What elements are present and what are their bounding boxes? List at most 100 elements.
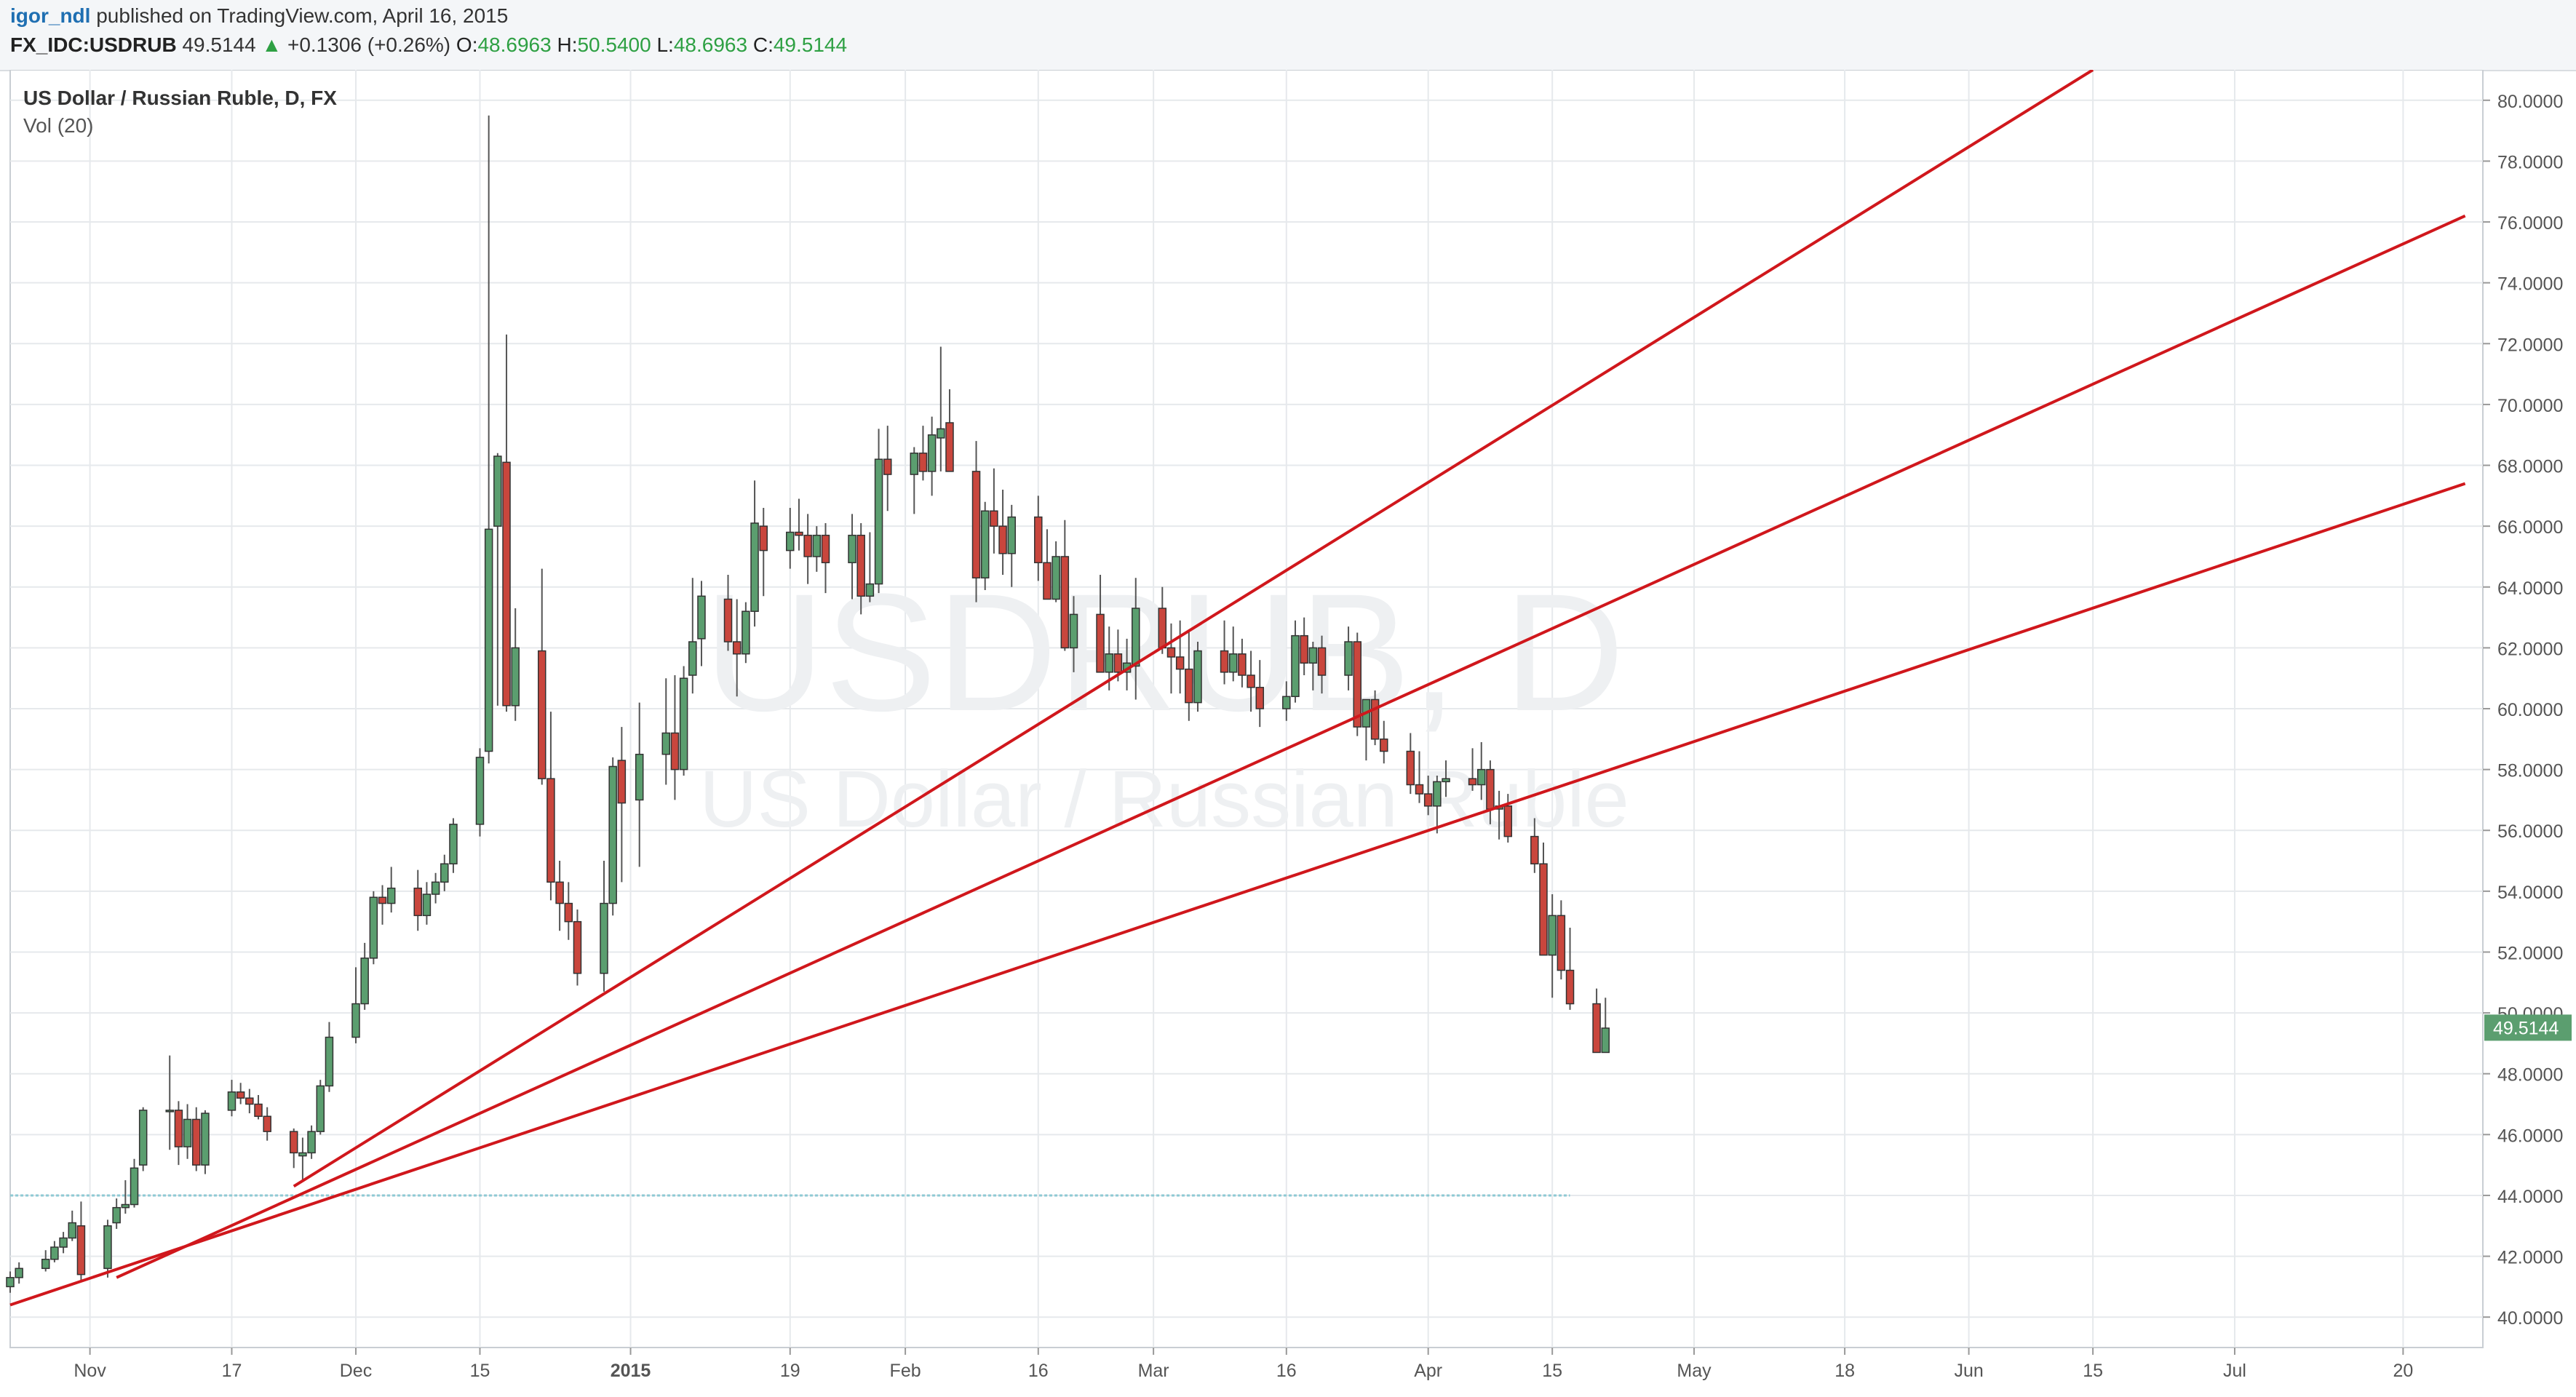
open-label: O: (456, 33, 478, 56)
candle (1007, 504, 1017, 587)
candle-body (1548, 915, 1557, 956)
candle (812, 526, 822, 572)
candle-body (635, 753, 644, 801)
candle (130, 1158, 139, 1208)
y-tick-label: 52.0000 (2497, 943, 2563, 963)
published-text: published on TradingView.com, April 16, … (96, 4, 509, 27)
y-tick-label: 80.0000 (2497, 92, 2563, 112)
y-tick-label: 60.0000 (2497, 700, 2563, 720)
candle-body (1415, 784, 1424, 795)
candle-body (1132, 608, 1140, 667)
last-price-label: 49.5144 (2484, 1014, 2572, 1041)
candle-body (1220, 650, 1229, 673)
candle (1406, 733, 1415, 795)
price-chart[interactable]: USDRUB, D US Dollar / Russian Ruble US D… (0, 70, 2576, 1397)
candle-body (112, 1206, 121, 1224)
candle (1370, 690, 1380, 746)
candle-body (564, 902, 573, 923)
candle-body (1317, 647, 1327, 676)
x-tick-label: 18 (1834, 1361, 1855, 1381)
candle-body (502, 461, 511, 707)
candle (422, 882, 432, 925)
y-tick-label: 48.0000 (2497, 1065, 2563, 1086)
candle (263, 1107, 271, 1141)
candle-body (1069, 613, 1078, 649)
candle (68, 1210, 77, 1241)
candle-body (50, 1246, 59, 1260)
candle-body (555, 881, 564, 904)
candle (546, 712, 555, 901)
candle-body (1282, 696, 1291, 709)
candle-body (1468, 778, 1477, 786)
candle (50, 1241, 59, 1262)
candle (555, 861, 564, 931)
candle-body (201, 1113, 210, 1166)
candle-body (1601, 1027, 1610, 1054)
x-tick-label: 16 (1028, 1361, 1049, 1381)
x-tick-label: 15 (2083, 1361, 2103, 1381)
candle-body (750, 522, 759, 612)
candle (1291, 620, 1300, 703)
candle-body (138, 1110, 148, 1166)
time-axis[interactable]: Nov 17 Dec 15 2015 19 Feb 16 Mar 16 Apr 15 May 18 Jun 1… (73, 1348, 2413, 1381)
candle-body (245, 1097, 254, 1105)
candle-body (511, 647, 520, 707)
last-price: 49.5144 (182, 33, 256, 56)
candle (1113, 629, 1123, 682)
candle-body (1557, 915, 1566, 971)
author-link[interactable]: igor_ndl (10, 4, 91, 27)
trendlines[interactable] (9, 70, 2466, 1307)
candle (723, 575, 733, 651)
up-arrow-icon: ▲ (261, 33, 282, 56)
candle (6, 1271, 15, 1293)
candle-body (1530, 835, 1539, 864)
candle-body (1238, 653, 1247, 676)
candle (865, 532, 875, 602)
candle-body (856, 534, 865, 597)
candle-body (15, 1267, 23, 1278)
candle-body (431, 881, 440, 895)
candle-body (289, 1131, 298, 1154)
candle (360, 942, 369, 1010)
candle-body (759, 525, 768, 552)
price-axis[interactable]: 40.000042.000044.000046.000048.000050.00… (2483, 92, 2563, 1329)
x-tick-label: Feb (890, 1361, 921, 1381)
candle (484, 115, 493, 764)
y-tick-label: 40.0000 (2497, 1308, 2563, 1329)
candle-body (927, 434, 937, 472)
candle (883, 426, 892, 512)
price-change: +0.1306 (+0.26%) (287, 33, 451, 56)
candle (138, 1107, 148, 1171)
candle (351, 967, 360, 1043)
candle-body (369, 896, 378, 959)
candle-body (573, 920, 582, 974)
candle-body (821, 534, 830, 564)
candle-body (493, 455, 502, 527)
candle (821, 522, 830, 594)
candle-body (742, 610, 750, 655)
candle (661, 678, 671, 785)
candle (121, 1180, 130, 1214)
candle (59, 1232, 68, 1254)
candle (945, 389, 954, 472)
candle-body (449, 824, 458, 864)
candle-body (1175, 656, 1185, 670)
candle (1317, 635, 1327, 694)
candle-body (386, 887, 396, 904)
candle-body (307, 1131, 316, 1154)
candle (41, 1250, 50, 1272)
candle (431, 872, 440, 904)
candle-body (1228, 653, 1238, 673)
candle (1308, 642, 1318, 690)
y-tick-label: 74.0000 (2497, 274, 2563, 295)
candle-body (812, 534, 822, 557)
open-value: 48.6963 (477, 33, 552, 56)
candle-body (59, 1237, 68, 1248)
candle-body (723, 598, 733, 642)
x-tick-label: Nov (73, 1361, 106, 1381)
candle (688, 578, 697, 694)
candle-body (422, 893, 432, 917)
candle-body (1193, 650, 1202, 704)
candle-body (998, 525, 1007, 554)
candle-body (670, 732, 680, 771)
